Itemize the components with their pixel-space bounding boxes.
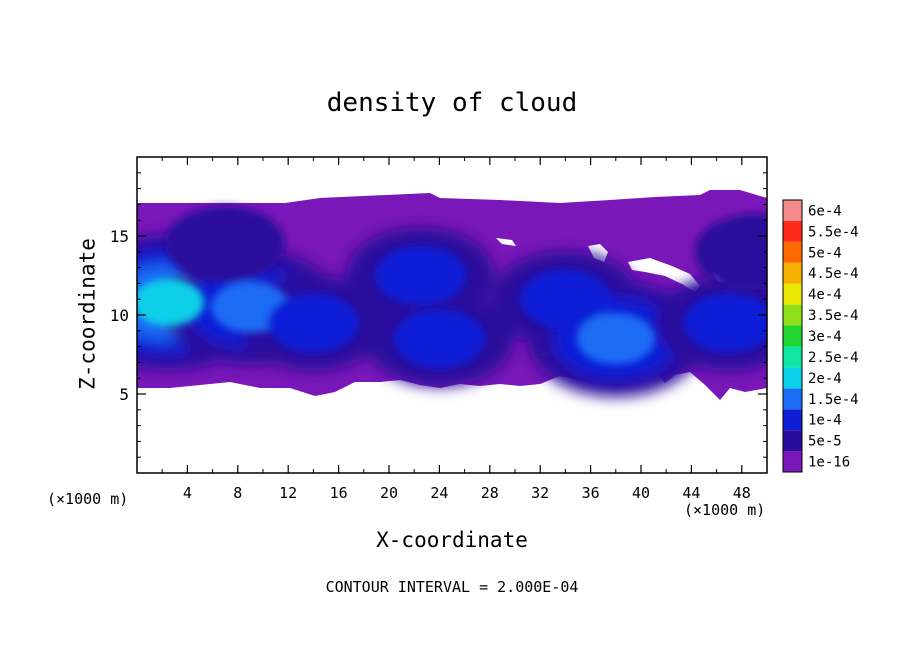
contour-interval-note: CONTOUR INTERVAL = 2.000E-04 (325, 578, 579, 596)
chart-title: density of cloud (326, 88, 578, 118)
colorbar-label: 3.5e-4 (808, 308, 859, 324)
x-axis-unit-right: (×1000 m) (684, 501, 766, 519)
colorbar-segment (783, 325, 802, 347)
colorbar-label: 4.5e-4 (808, 266, 859, 282)
x-axis-label: X-coordinate (376, 528, 528, 552)
y-tick-label: 10 (110, 306, 129, 325)
x-axis-unit-left: (×1000 m) (47, 490, 129, 508)
colorbar-segment (783, 451, 802, 472)
cloud-gap-2 (588, 244, 608, 262)
x-tick-label: 24 (430, 484, 448, 502)
colorbar-segment (783, 241, 802, 263)
colorbar-segment (783, 430, 802, 452)
x-tick-label: 36 (582, 484, 600, 502)
density-region (267, 293, 359, 353)
x-tick-label: 44 (682, 484, 700, 502)
colorbar-label: 6e-4 (808, 203, 842, 219)
density-region (393, 309, 485, 369)
colorbar-label: 3e-4 (808, 329, 842, 345)
colorbar-label: 2.5e-4 (808, 350, 859, 366)
density-region (694, 213, 767, 290)
density-region (683, 293, 767, 353)
colorbar-segment (783, 409, 802, 431)
x-tick-label: 20 (380, 484, 398, 502)
density-region (374, 245, 467, 306)
colorbar: 1e-16 5e-5 1e-4 1.5e-4 2e-4 2.5e-4 3e-4 3.5e-4 4… (782, 199, 859, 473)
y-tick-label: 15 (110, 227, 129, 246)
colorbar-label: 2e-4 (808, 371, 842, 387)
colorbar-segment (783, 200, 802, 221)
colorbar-segment (783, 304, 802, 326)
x-tick-label: 28 (481, 484, 499, 502)
colorbar-segment (783, 367, 802, 389)
colorbar-label: 1e-16 (808, 455, 850, 471)
x-tick-label: 16 (330, 484, 348, 502)
colorbar-segment (783, 283, 802, 305)
colorbar-label: 1.5e-4 (808, 392, 859, 408)
density-region (519, 269, 611, 329)
colorbar-frame (782, 199, 803, 473)
colorbar-segment (783, 388, 802, 410)
x-tick-label: 8 (233, 484, 242, 502)
x-tick-label: 12 (279, 484, 297, 502)
x-tick-label: 48 (733, 484, 751, 502)
colorbar-label: 5.5e-4 (808, 224, 859, 240)
y-tick-label: 5 (119, 385, 129, 404)
x-tick-label: 32 (531, 484, 549, 502)
colorbar-segment (783, 262, 802, 284)
colorbar-label: 1e-4 (808, 413, 842, 429)
x-tick-label: 40 (632, 484, 650, 502)
colorbar-label: 5e-5 (808, 434, 842, 450)
colorbar-segment (783, 346, 802, 368)
colorbar-label: 4e-4 (808, 287, 842, 303)
density-region (137, 278, 204, 327)
density-region (165, 205, 286, 282)
colorbar-label: 5e-4 (808, 245, 842, 261)
cloud-gap-1 (628, 258, 700, 292)
x-tick-label: 4 (183, 484, 192, 502)
colorbar-segment (783, 220, 802, 242)
density-region (576, 312, 655, 365)
cloud-gap-3 (496, 238, 516, 246)
